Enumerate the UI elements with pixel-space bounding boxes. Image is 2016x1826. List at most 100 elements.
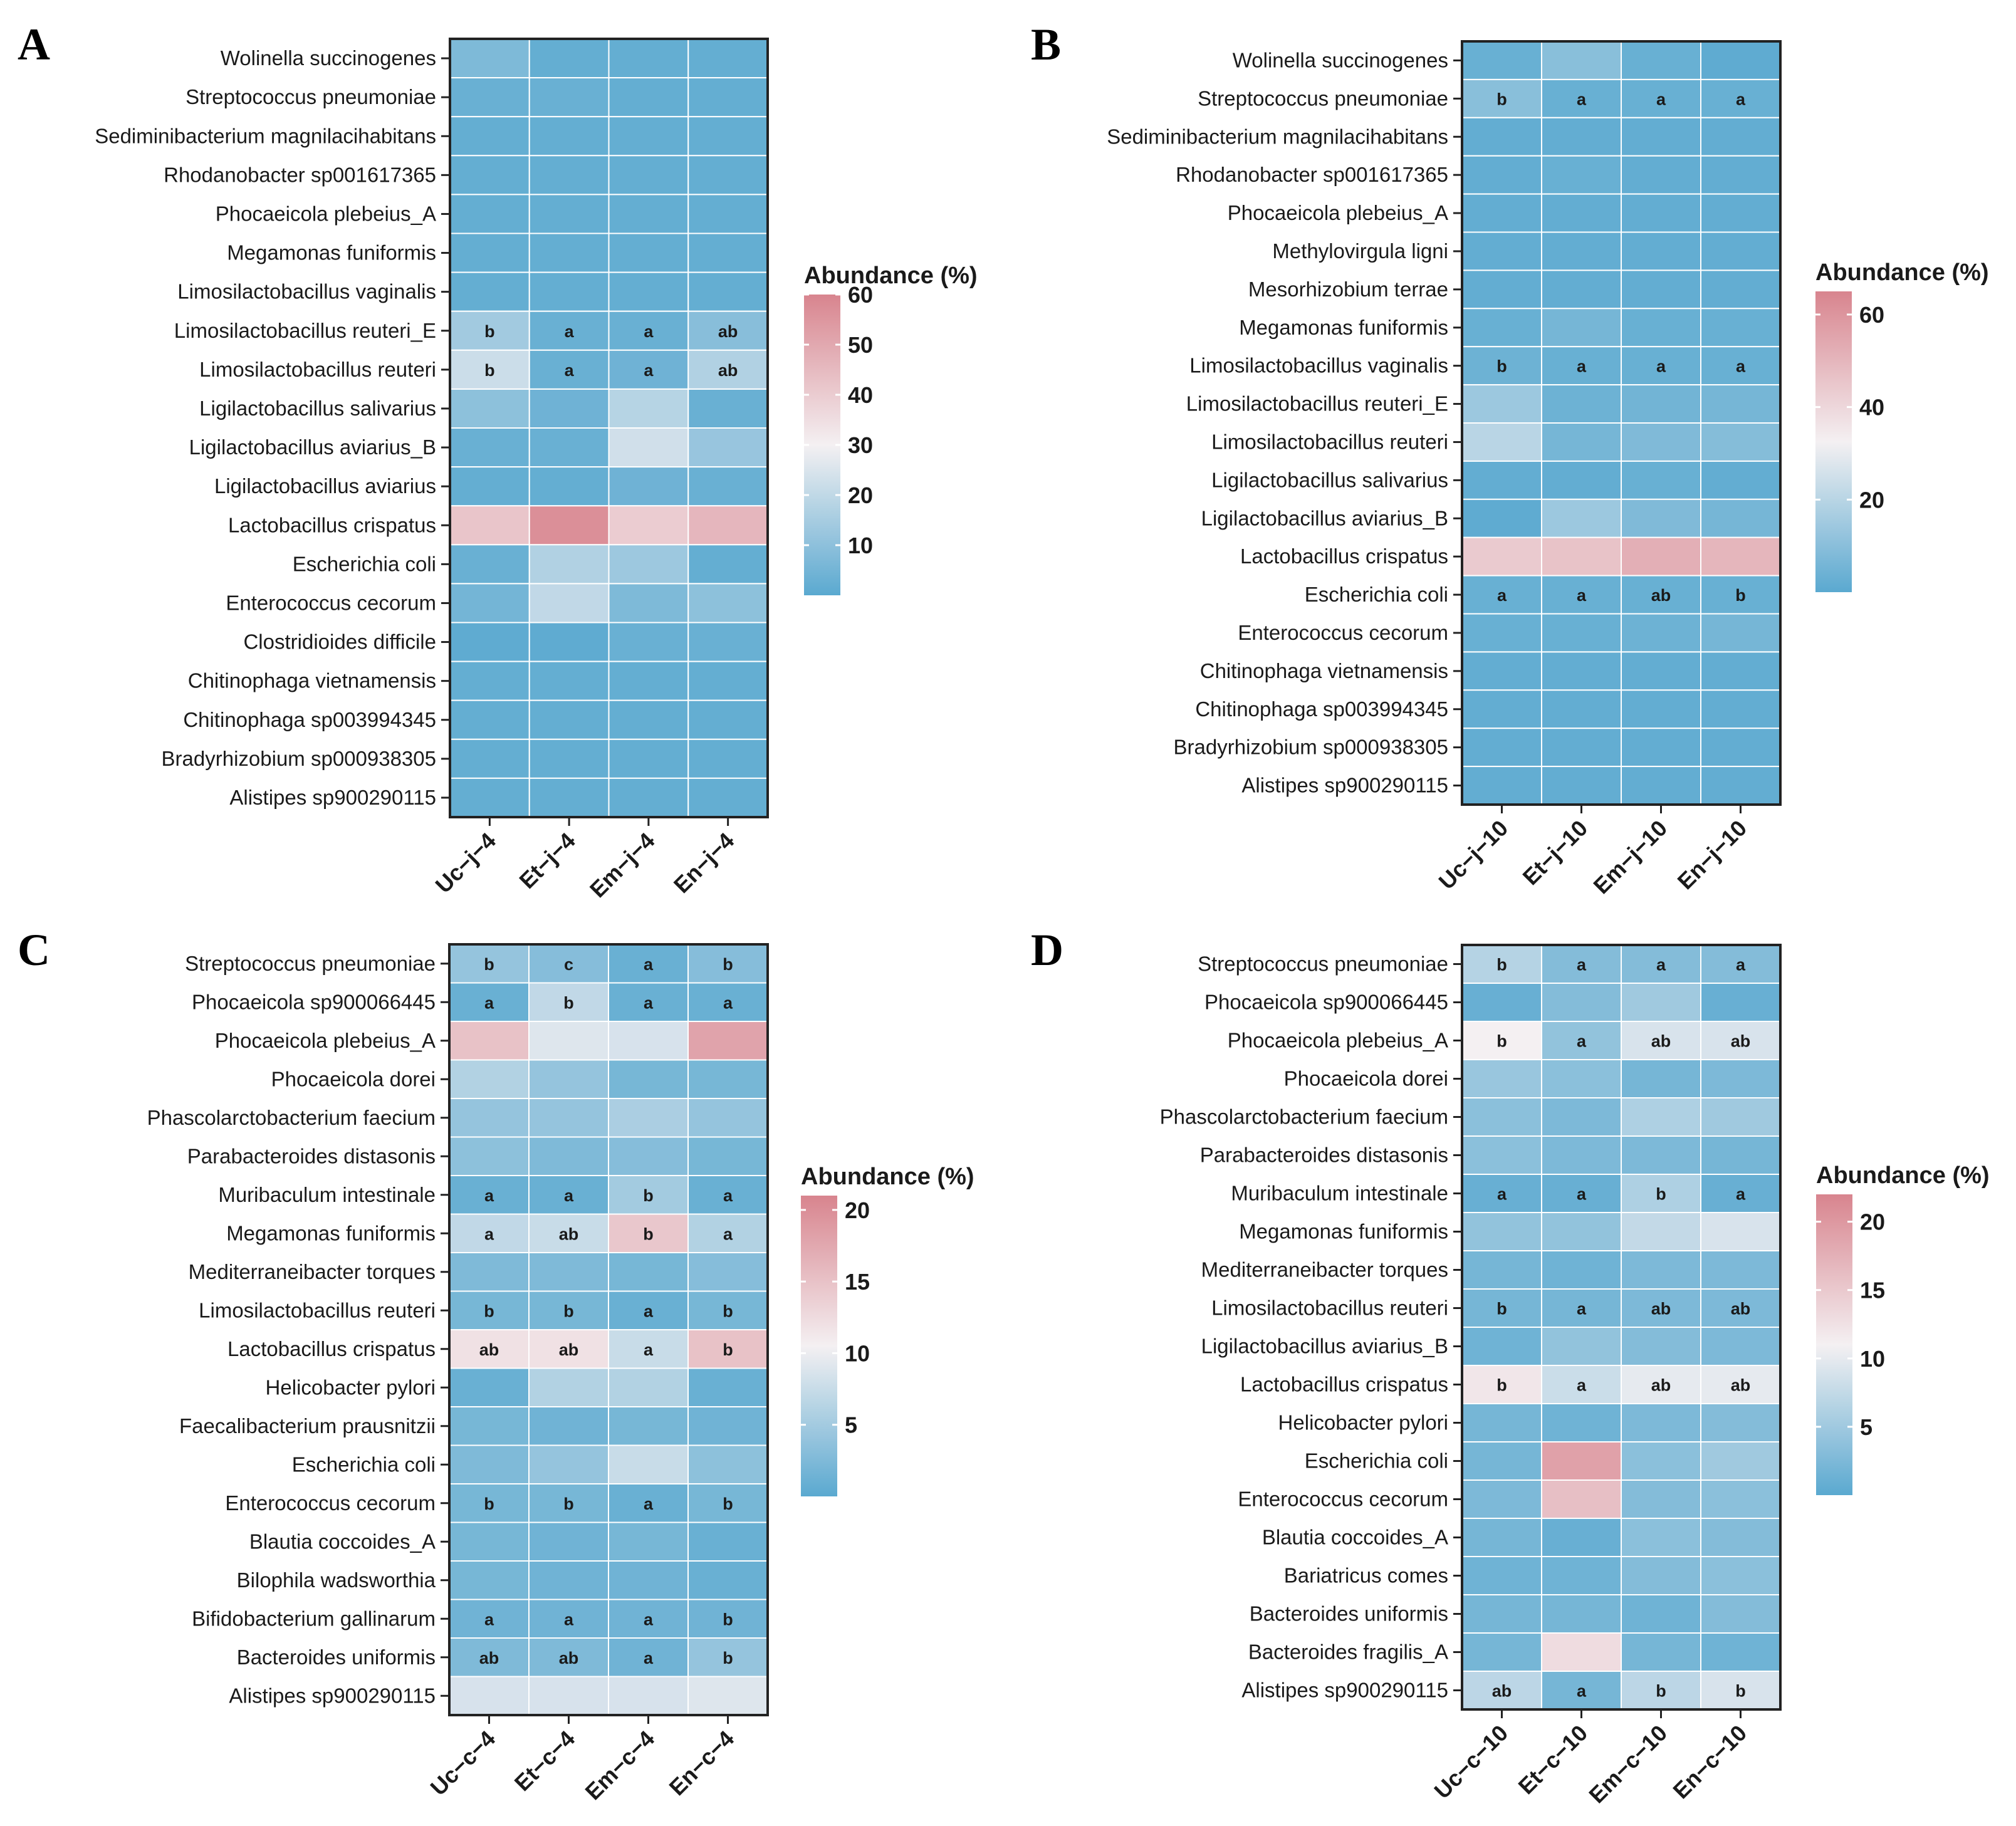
row-label: Chitinophaga vietnamensis: [188, 669, 436, 692]
heatmap-cell: [449, 155, 530, 196]
significance-letter: a: [1577, 1300, 1587, 1318]
heatmap-cell: [687, 77, 768, 118]
row-label: Bifidobacterium gallinarum: [192, 1607, 436, 1630]
heatmap-cell: [1461, 1059, 1542, 1098]
column-label: En−c−4: [664, 1726, 739, 1801]
heatmap-cell: [528, 622, 610, 662]
heatmap-cell: [528, 1676, 609, 1716]
row-label: Blautia coccoides_A: [249, 1530, 436, 1553]
heatmap-cell: [1541, 766, 1622, 805]
heatmap-cell: [1541, 1518, 1622, 1557]
legend-title: Abundance (%): [1816, 1162, 1990, 1189]
heatmap-cell: [528, 1021, 609, 1061]
row-label: Enterococcus cecorum: [225, 1491, 436, 1515]
heatmap-cell: [528, 1252, 609, 1292]
heatmap-cell: [528, 1059, 609, 1099]
row-label: Lactobacillus crispatus: [1240, 545, 1448, 568]
heatmap-cell: [1700, 1135, 1781, 1175]
row-label: Megamonas funiformis: [226, 1221, 436, 1244]
heatmap-cell: [1541, 536, 1622, 576]
heatmap-cell: [687, 1098, 768, 1138]
heatmap-cell: [1461, 1441, 1542, 1481]
colorbar-tick-label: 5: [1860, 1414, 1872, 1440]
significance-letter: a: [1736, 1185, 1746, 1204]
heatmap-cell: [1700, 1327, 1781, 1366]
heatmap-cell: [449, 583, 530, 623]
heatmap-cell: [528, 310, 610, 351]
heatmap-cell: [449, 1059, 530, 1099]
heatmap-cell: [1541, 1403, 1622, 1443]
heatmap-cell: [1541, 1174, 1622, 1213]
row-label: Ligilactobacillus aviarius: [214, 474, 436, 498]
heatmap-cell: [687, 660, 768, 701]
row-label: Limosilactobacillus reuteri_E: [174, 319, 436, 342]
row-label: Enterococcus cecorum: [1238, 1488, 1448, 1511]
row-label: Sediminibacterium magnilacihabitans: [95, 124, 436, 147]
heatmap-cell: [1541, 1250, 1622, 1290]
heatmap-cell: [1541, 422, 1622, 462]
heatmap-cell: [528, 1599, 609, 1639]
significance-letter: b: [723, 955, 733, 974]
significance-letter: a: [565, 361, 575, 380]
heatmap-cell: [1541, 231, 1622, 271]
heatmap-cell: [687, 1444, 768, 1484]
heatmap-cell: [449, 1406, 530, 1446]
heatmap-cell: [1700, 1097, 1781, 1137]
significance-letter: ab: [479, 1649, 499, 1667]
heatmap-cell: [1700, 766, 1781, 805]
significance-letter: ab: [1651, 1376, 1671, 1395]
heatmap-cell: [1621, 422, 1701, 462]
significance-letter: b: [1496, 357, 1507, 376]
row-label: Escherichia coli: [292, 1453, 436, 1476]
heatmap-cell: [449, 466, 530, 507]
heatmap-cell: [1461, 155, 1542, 195]
heatmap-cell: [1700, 1212, 1781, 1251]
panel-label-A: A: [18, 19, 50, 70]
significance-letter: a: [1736, 956, 1746, 974]
heatmap-cell: [1461, 498, 1542, 538]
row-label: Alistipes sp900290115: [229, 786, 436, 809]
column-label: Et−c−4: [509, 1726, 580, 1796]
significance-letter: ab: [718, 322, 738, 341]
row-label: Escherichia coli: [1305, 583, 1448, 606]
heatmap-cell: [1700, 1059, 1781, 1098]
heatmap-cell: [687, 944, 768, 984]
colorbar-legend: Abundance (%) 20 15 10 5: [801, 1164, 974, 1496]
heatmap-cell: [528, 1175, 609, 1215]
column-label: Et−j−10: [1518, 815, 1593, 890]
heatmap-cell: [1621, 983, 1701, 1022]
column-label: En−c−10: [1668, 1720, 1752, 1804]
significance-letter: b: [1735, 1682, 1746, 1701]
heatmap-cell: [449, 1136, 530, 1176]
heatmap-cell: [1621, 1212, 1701, 1251]
heatmap-cell: [528, 155, 610, 196]
heatmap-cell: [1700, 651, 1781, 691]
significance-letter: a: [644, 322, 654, 341]
heatmap-cell: [687, 427, 768, 468]
heatmap-cell: [1621, 1250, 1701, 1290]
heatmap-cell: [608, 1676, 689, 1716]
significance-letter: a: [1736, 90, 1746, 108]
heatmap-cell: [608, 116, 689, 157]
colorbar: [801, 1196, 837, 1496]
heatmap-cell: [1700, 384, 1781, 424]
heatmap-cell: [449, 738, 530, 779]
significance-letter: a: [564, 1610, 574, 1629]
row-label: Limosilactobacillus reuteri: [199, 1298, 436, 1322]
heatmap-cell: [1461, 944, 1542, 984]
heatmap-cell: [528, 660, 610, 701]
heatmap-cell: [1461, 1327, 1542, 1366]
column-label: Em−c−10: [1584, 1720, 1672, 1808]
heatmap-cell: [1621, 689, 1701, 729]
heatmap-cell: [1461, 1212, 1542, 1251]
heatmap-cell: [1700, 1441, 1781, 1481]
heatmap-cell: [1621, 269, 1701, 310]
row-label: Streptococcus pneumoniae: [185, 952, 436, 975]
heatmap-cell: [1621, 536, 1701, 576]
heatmap-cell: [1700, 613, 1781, 653]
heatmap-cell: [608, 1444, 689, 1484]
significance-letter: a: [484, 1610, 494, 1629]
significance-letter: a: [1656, 90, 1666, 108]
significance-letter: a: [1577, 90, 1587, 108]
significance-letter: a: [644, 1495, 654, 1513]
